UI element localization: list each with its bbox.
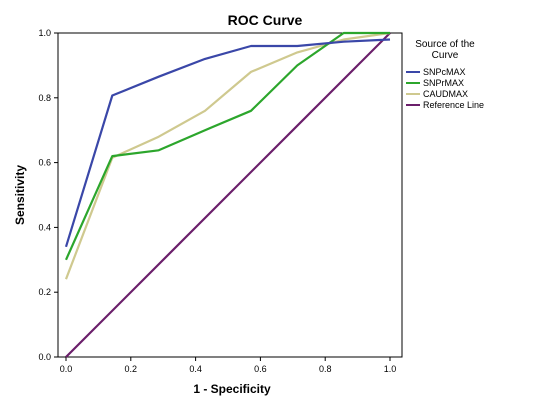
legend-label-snpcmax: SNPcMAX <box>423 67 466 77</box>
x-axis-label: 1 - Specificity <box>193 382 271 396</box>
series-line-reference-line <box>65 32 391 358</box>
y-tick-label: 0.8 <box>38 93 51 103</box>
legend-title-line-1: Source of the <box>415 39 475 50</box>
legend: Source of the Curve SNPcMAXSNPrMAXCAUDMA… <box>406 39 484 110</box>
y-tick-label: 0.2 <box>38 287 51 297</box>
y-tick-label: 1.0 <box>38 28 51 38</box>
legend-label-reference-line: Reference Line <box>423 100 484 110</box>
y-tick-label: 0.6 <box>38 158 51 168</box>
series-lines <box>64 31 391 358</box>
series-line-snprmax <box>64 31 390 261</box>
legend-title-line-2: Curve <box>432 50 459 61</box>
x-tick-label: 0.0 <box>60 364 73 374</box>
y-axis-label: Sensitivity <box>13 165 27 225</box>
legend-label-snprmax: SNPrMAX <box>423 78 464 88</box>
series-line-snpcmax <box>64 38 391 248</box>
x-tick-label: 0.2 <box>125 364 138 374</box>
y-axis-ticks: 0.0 0.2 0.4 0.6 0.8 1.0 <box>38 28 58 362</box>
y-tick-label: 0.4 <box>38 222 51 232</box>
y-tick-label: 0.0 <box>38 352 51 362</box>
x-axis-ticks: 0.0 0.2 0.4 0.6 0.8 1.0 <box>60 357 397 374</box>
plot-frame <box>57 32 403 358</box>
x-tick-label: 0.4 <box>189 364 202 374</box>
x-tick-label: 0.6 <box>254 364 267 374</box>
legend-label-caudmax: CAUDMAX <box>423 89 468 99</box>
x-tick-label: 0.8 <box>319 364 332 374</box>
chart-title: ROC Curve <box>228 12 303 28</box>
x-tick-label: 1.0 <box>384 364 397 374</box>
